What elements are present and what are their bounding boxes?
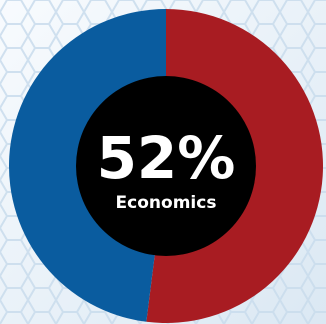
donut-center: [76, 76, 256, 256]
center-value: 52%: [97, 124, 236, 192]
center-label: Economics: [116, 193, 217, 213]
